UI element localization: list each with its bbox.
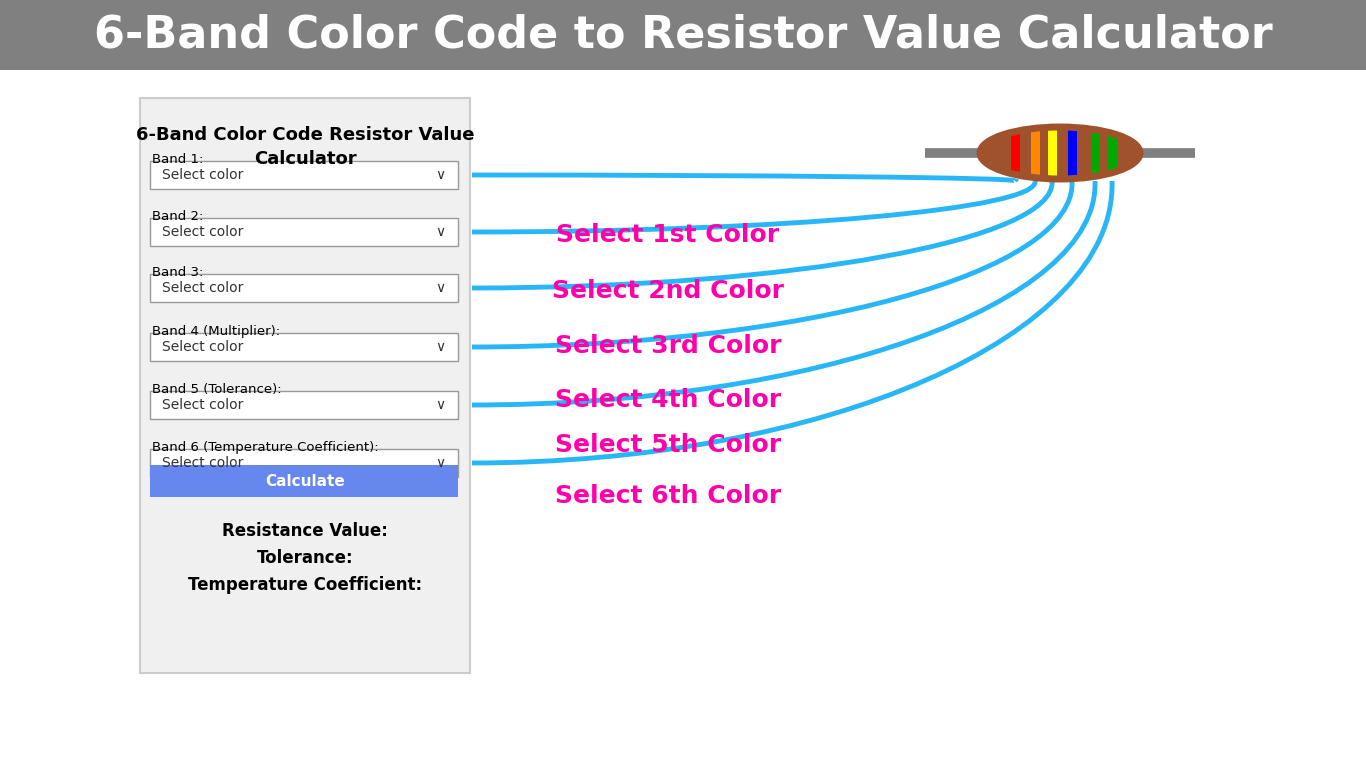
Text: Select 2nd Color: Select 2nd Color — [552, 279, 784, 303]
FancyBboxPatch shape — [150, 333, 458, 361]
FancyBboxPatch shape — [150, 274, 458, 302]
Bar — [1048, 127, 1056, 179]
Text: Band 5 (Tolerance):: Band 5 (Tolerance): — [152, 383, 281, 396]
Text: Select color: Select color — [163, 398, 243, 412]
Text: Select 3rd Color: Select 3rd Color — [555, 334, 781, 358]
Text: Select 1st Color: Select 1st Color — [556, 223, 780, 247]
FancyBboxPatch shape — [150, 391, 458, 419]
FancyBboxPatch shape — [150, 465, 458, 497]
Text: Select color: Select color — [163, 281, 243, 295]
FancyBboxPatch shape — [150, 449, 458, 477]
Text: Band 1:: Band 1: — [152, 153, 204, 166]
Text: Band 4 (Multiplier):: Band 4 (Multiplier): — [152, 325, 280, 338]
Text: Select 5th Color: Select 5th Color — [555, 433, 781, 457]
Text: 6-Band Color Code to Resistor Value Calculator: 6-Band Color Code to Resistor Value Calc… — [94, 14, 1272, 57]
Text: Select color: Select color — [163, 225, 243, 239]
FancyBboxPatch shape — [0, 0, 1366, 70]
FancyBboxPatch shape — [150, 161, 458, 189]
Text: Band 3:: Band 3: — [152, 266, 204, 279]
Text: Tolerance:: Tolerance: — [257, 549, 354, 567]
Text: Select color: Select color — [163, 340, 243, 354]
Text: Select 6th Color: Select 6th Color — [555, 484, 781, 508]
Bar — [1067, 127, 1076, 179]
Text: Band 6 (Temperature Coefficient):: Band 6 (Temperature Coefficient): — [152, 441, 378, 454]
Text: Select color: Select color — [163, 456, 243, 470]
Text: Band 2:: Band 2: — [152, 210, 204, 223]
Text: Resistance Value:: Resistance Value: — [223, 522, 388, 540]
Ellipse shape — [979, 127, 1141, 179]
Text: Select 4th Color: Select 4th Color — [555, 388, 781, 412]
FancyBboxPatch shape — [150, 218, 458, 246]
Bar — [1011, 131, 1019, 174]
Text: ∨: ∨ — [434, 168, 445, 182]
Bar — [1030, 128, 1040, 177]
Text: ∨: ∨ — [434, 281, 445, 295]
Bar — [1090, 130, 1100, 177]
Text: ∨: ∨ — [434, 340, 445, 354]
Bar — [1108, 133, 1116, 173]
Text: Calculate: Calculate — [265, 474, 344, 488]
Text: Temperature Coefficient:: Temperature Coefficient: — [189, 576, 422, 594]
Text: 6-Band Color Code Resistor Value
Calculator: 6-Band Color Code Resistor Value Calcula… — [135, 126, 474, 167]
Text: ∨: ∨ — [434, 456, 445, 470]
FancyBboxPatch shape — [139, 98, 470, 673]
Text: Select color: Select color — [163, 168, 243, 182]
Text: ∨: ∨ — [434, 398, 445, 412]
Text: ∨: ∨ — [434, 225, 445, 239]
